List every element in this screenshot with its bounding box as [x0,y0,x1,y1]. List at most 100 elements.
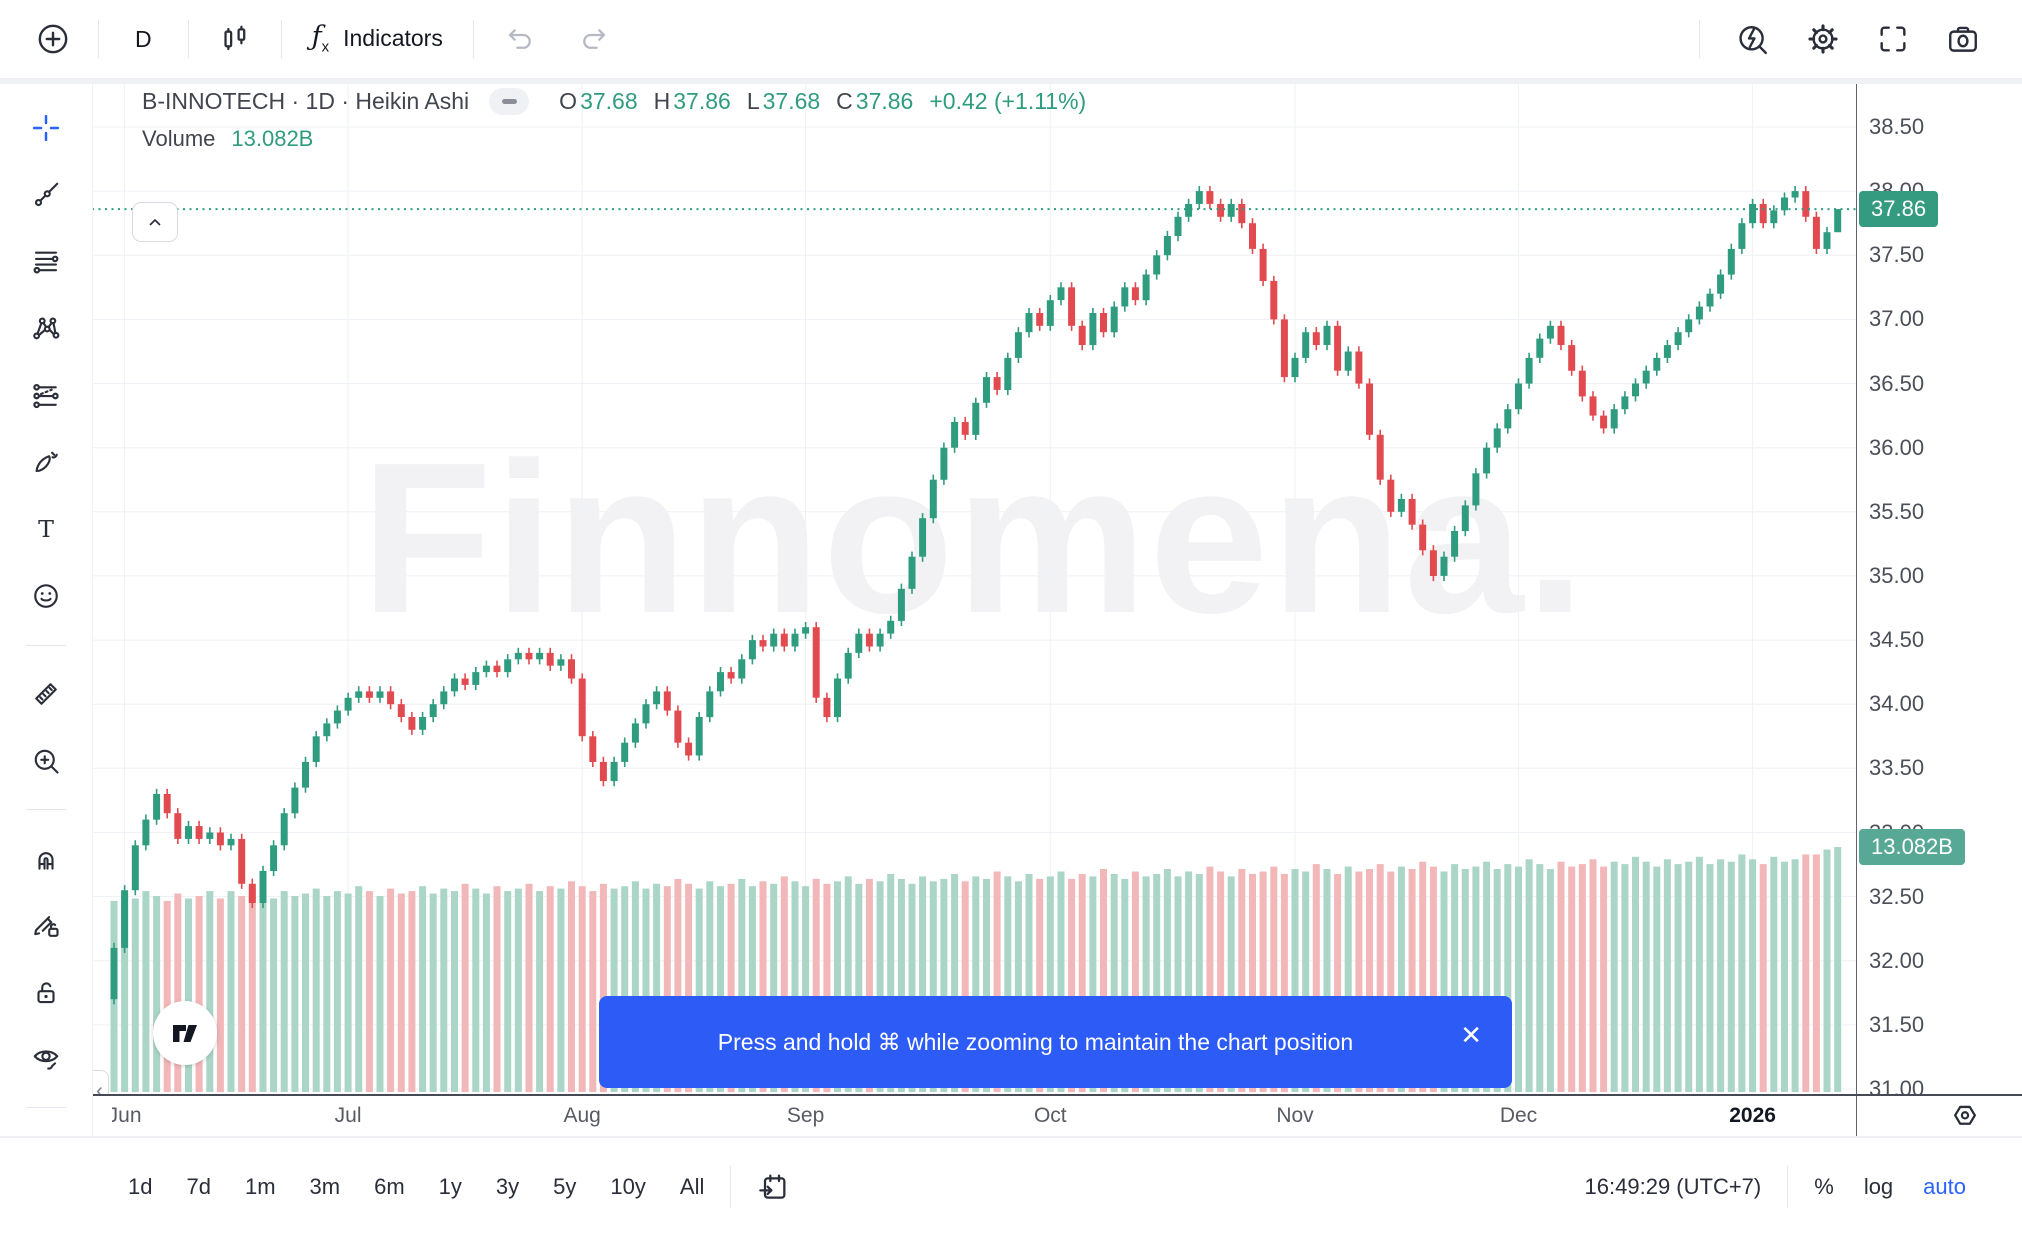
brush-icon [35,452,58,473]
goto-date-button[interactable] [757,1171,789,1203]
pencil-lock-icon [34,916,59,937]
fx-icon: ƒx [311,21,330,56]
percent-scale-button[interactable]: % [1814,1174,1834,1199]
toolbar-divider [26,1107,66,1109]
ohlc-values: O 37.68 H 37.86 L 37.68 C 37.86 +0.42 (+1.11… [559,88,1086,115]
range-button-7d[interactable]: 7d [186,1174,211,1199]
redo-icon [582,29,605,49]
tool-ruler[interactable] [23,673,69,714]
close-value: 37.86 [855,88,914,114]
toast-close-button[interactable]: ✕ [1456,1018,1486,1052]
toolbar-divider [1787,1166,1789,1208]
time-axis-label-2026: 2026 [1729,1104,1776,1127]
price-tick-label: 36.00 [1869,434,1925,460]
legend-minimize-button[interactable] [489,88,530,115]
tool-fib-retracement[interactable] [23,242,69,283]
clock[interactable]: 16:49:29 (UTC+7) [1584,1174,1762,1199]
time-axis[interactable]: Jun Jul Aug Sep Oct Nov Dec 2026 [0,1096,2022,1136]
range-button-1d[interactable]: 1d [128,1174,153,1199]
range-button-6m[interactable]: 6m [374,1174,405,1199]
pane-edge-collapse-handle[interactable]: ‹ [92,1070,109,1096]
toolbar-divider [280,20,282,58]
price-tick-label: 32.50 [1869,883,1925,909]
add-symbol-button[interactable] [36,22,70,56]
price-scale-settings-button[interactable] [1948,1100,1982,1134]
collapse-pane-button[interactable] [132,202,178,242]
range-button-3m[interactable]: 3m [309,1174,341,1199]
range-button-1y[interactable]: 1y [438,1174,462,1199]
current-volume-badge: 13.082B [1859,829,1965,865]
fib-retracement-icon [33,251,59,274]
top-toolbar-right [1699,20,2022,58]
tool-magnet[interactable] [23,838,69,879]
indicators-button[interactable]: ƒx Indicators [311,21,443,56]
screenshot-button[interactable] [1946,22,1980,56]
volume-label[interactable]: Volume [142,126,216,151]
lock-open-icon [37,982,55,1003]
quick-search-button[interactable] [1736,22,1770,56]
calendar-goto-icon [759,1174,786,1199]
tool-brush[interactable] [23,442,69,483]
tool-crosshair[interactable] [23,108,69,149]
log-scale-button[interactable]: log [1863,1174,1894,1199]
close-label: C [836,88,853,114]
undo-redo-group [504,23,610,55]
redo-button[interactable] [578,23,610,55]
symbol-legend: B-INNOTECH · 1D · Heikin Ashi O 37.68 H 37… [142,88,1086,115]
chart-style-button[interactable] [219,23,251,55]
toolbar-divider [26,809,66,810]
time-axis-label-nov: Nov [1276,1104,1314,1127]
fullscreen-button[interactable] [1876,22,1910,56]
tradingview-logo[interactable] [153,1001,217,1065]
hexagon-settings-icon [1954,1105,1976,1125]
price-tick-label: 36.50 [1869,370,1925,396]
top-toolbar: D ƒx Indicators [0,0,2022,78]
tool-text[interactable]: T [23,509,69,550]
chevron-up-icon [149,219,161,226]
toolbar-divider [730,1166,732,1208]
price-tick-label: 32.00 [1869,947,1925,973]
undo-button[interactable] [504,23,536,55]
last-price-badge: 37.86 [1859,191,1939,228]
time-axis-label-oct: Oct [1033,1104,1067,1127]
price-tick-label: 34.00 [1869,691,1925,717]
settings-gear-icon [1808,24,1838,54]
low-label: L [746,88,760,114]
time-axis-labels: Jun Jul Aug Sep Oct Nov Dec 2026 [112,1096,1856,1136]
price-tick-label: 35.50 [1869,498,1925,524]
camera-icon [1949,26,1977,52]
tool-lock-all[interactable] [23,972,69,1013]
range-button-1m[interactable]: 1m [244,1174,276,1199]
ruler-icon [35,682,57,705]
candlestick-style-icon [224,25,245,51]
symbol-title[interactable]: B-INNOTECH · 1D · Heikin Ashi [142,88,470,114]
tool-hide-drawings[interactable] [23,1038,69,1079]
tool-xabcd-pattern[interactable] [23,308,69,349]
price-axis[interactable]: 37.86 13.082B 38.5038.0037.5037.0036.503… [1857,84,2022,1101]
chart-canvas[interactable] [92,84,1856,1096]
auto-scale-button[interactable]: auto [1923,1174,1966,1199]
range-button-all[interactable]: All [679,1174,705,1199]
indicators-label: Indicators [343,25,443,52]
settings-button[interactable] [1806,22,1840,56]
range-button-5y[interactable]: 5y [553,1174,577,1199]
trend-line-icon [34,182,59,207]
time-axis-label-dec: Dec [1499,1104,1538,1127]
time-axis-label-jun: Jun [112,1104,142,1127]
toast-message: Press and hold ⌘ while zooming to mainta… [717,1028,1354,1055]
interval-button[interactable]: D [99,26,188,53]
svg-text:T: T [38,515,54,543]
magnet-icon [38,852,54,870]
range-button-10y[interactable]: 10y [610,1174,646,1199]
tool-emoji[interactable] [23,576,69,617]
tool-long-position[interactable] [23,375,69,416]
range-button-3y[interactable]: 3y [495,1174,520,1199]
price-tick-label: 35.00 [1869,562,1925,588]
open-value: 37.68 [580,88,638,114]
range-selector: 1d 7d 1m 3m 6m 1y 3y 5y 10y All [0,1174,704,1200]
tool-zoom-in[interactable] [23,740,69,781]
zoom-hint-toast: Press and hold ⌘ while zooming to mainta… [599,996,1512,1088]
tool-drawing-mode[interactable] [23,905,69,946]
price-tick-label: 37.00 [1869,306,1925,332]
tool-trend-line[interactable] [23,175,69,216]
